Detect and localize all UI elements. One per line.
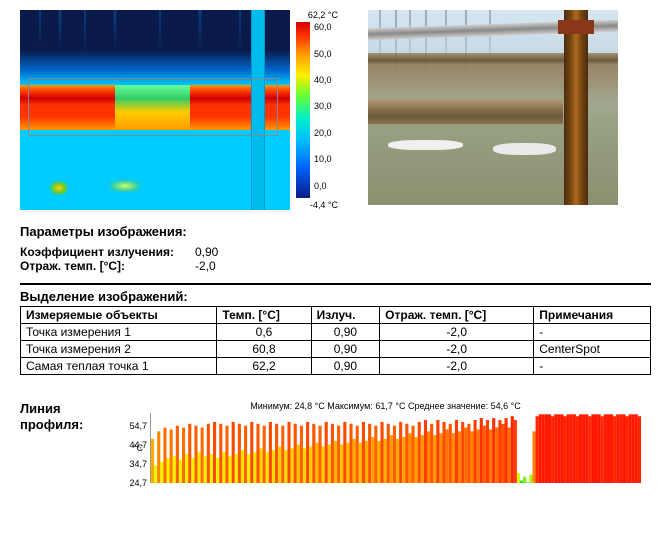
colorbar-tick: 40,0	[314, 75, 332, 85]
measurements-table: Измеряемые объектыТемп. [°C]Излуч.Отраж.…	[20, 306, 651, 375]
params-label: Коэффициент излучения:	[20, 245, 195, 259]
params-row: Отраж. темп. [°C]:-2,0	[20, 259, 651, 273]
table-header: Измеряемые объекты	[21, 307, 217, 324]
divider	[20, 283, 651, 285]
profile-section: Линия профиля: Минимум: 24,8 °C Максимум…	[20, 401, 651, 491]
image-parameters: Параметры изображения: Коэффициент излуч…	[20, 224, 651, 273]
profile-plot: 54,744,734,724,7°C	[150, 413, 641, 483]
colorbar-tick: 20,0	[314, 128, 332, 138]
table-cell: -2,0	[380, 324, 534, 341]
table-header: Излуч.	[311, 307, 380, 324]
table-header: Отраж. темп. [°C]	[380, 307, 534, 324]
table-cell: 60,8	[217, 341, 311, 358]
table-cell: -2,0	[380, 358, 534, 375]
profile-ytick: 34,7	[121, 459, 147, 469]
table-cell: Самая теплая точка 1	[21, 358, 217, 375]
table-row: Точка измерения 260,80,90-2,0CenterSpot	[21, 341, 651, 358]
table-cell: -	[534, 324, 651, 341]
table-cell: CenterSpot	[534, 341, 651, 358]
table-cell: Точка измерения 2	[21, 341, 217, 358]
colorbar-gradient	[296, 22, 310, 198]
table-cell: -2,0	[380, 341, 534, 358]
table-header: Примечания	[534, 307, 651, 324]
colorbar-max-label: 62,2 °C	[308, 10, 338, 20]
colorbar-tick: 60,0	[314, 22, 332, 32]
table-cell: 0,6	[217, 324, 311, 341]
table-row: Самая теплая точка 162,20,90-2,0-	[21, 358, 651, 375]
table-row: Точка измерения 10,60,90-2,0-	[21, 324, 651, 341]
table-cell: -	[534, 358, 651, 375]
profile-chart: Минимум: 24,8 °C Максимум: 61,7 °C Средн…	[120, 401, 651, 491]
thermal-image-panel: 62,2 °C 60,0 50,0 40,0 30,0 20,0 10,0 0,0 -4,4…	[20, 10, 338, 210]
colorbar-min-label: -4,4 °C	[310, 200, 338, 210]
table-cell: 0,90	[311, 341, 380, 358]
table-title: Выделение изображений:	[20, 289, 651, 304]
profile-ytick: 54,7	[121, 421, 147, 431]
photo-image	[368, 10, 618, 205]
table-header: Темп. [°C]	[217, 307, 311, 324]
colorbar-tick: 10,0	[314, 154, 332, 164]
params-title: Параметры изображения:	[20, 224, 651, 239]
params-row: Коэффициент излучения:0,90	[20, 245, 651, 259]
profile-ytick: 24,7	[121, 478, 147, 488]
colorbar-ticks: 60,0 50,0 40,0 30,0 20,0 10,0 0,0	[314, 22, 338, 198]
colorbar-tick: 50,0	[314, 49, 332, 59]
colorbar: 62,2 °C 60,0 50,0 40,0 30,0 20,0 10,0 0,0 -4,4…	[296, 10, 338, 210]
table-cell: 0,90	[311, 324, 380, 341]
params-value: -2,0	[195, 259, 255, 273]
table-cell: Точка измерения 1	[21, 324, 217, 341]
top-image-row: 62,2 °C 60,0 50,0 40,0 30,0 20,0 10,0 0,0 -4,4…	[20, 10, 651, 210]
thermal-image	[20, 10, 290, 210]
params-label: Отраж. темп. [°C]:	[20, 259, 195, 273]
table-cell: 62,2	[217, 358, 311, 375]
params-value: 0,90	[195, 245, 255, 259]
profile-y-unit: °C	[133, 443, 143, 453]
profile-stats: Минимум: 24,8 °C Максимум: 61,7 °C Средн…	[120, 401, 651, 411]
colorbar-tick: 30,0	[314, 101, 332, 111]
profile-label: Линия профиля:	[20, 401, 120, 491]
colorbar-tick: 0,0	[314, 181, 327, 191]
table-cell: 0,90	[311, 358, 380, 375]
